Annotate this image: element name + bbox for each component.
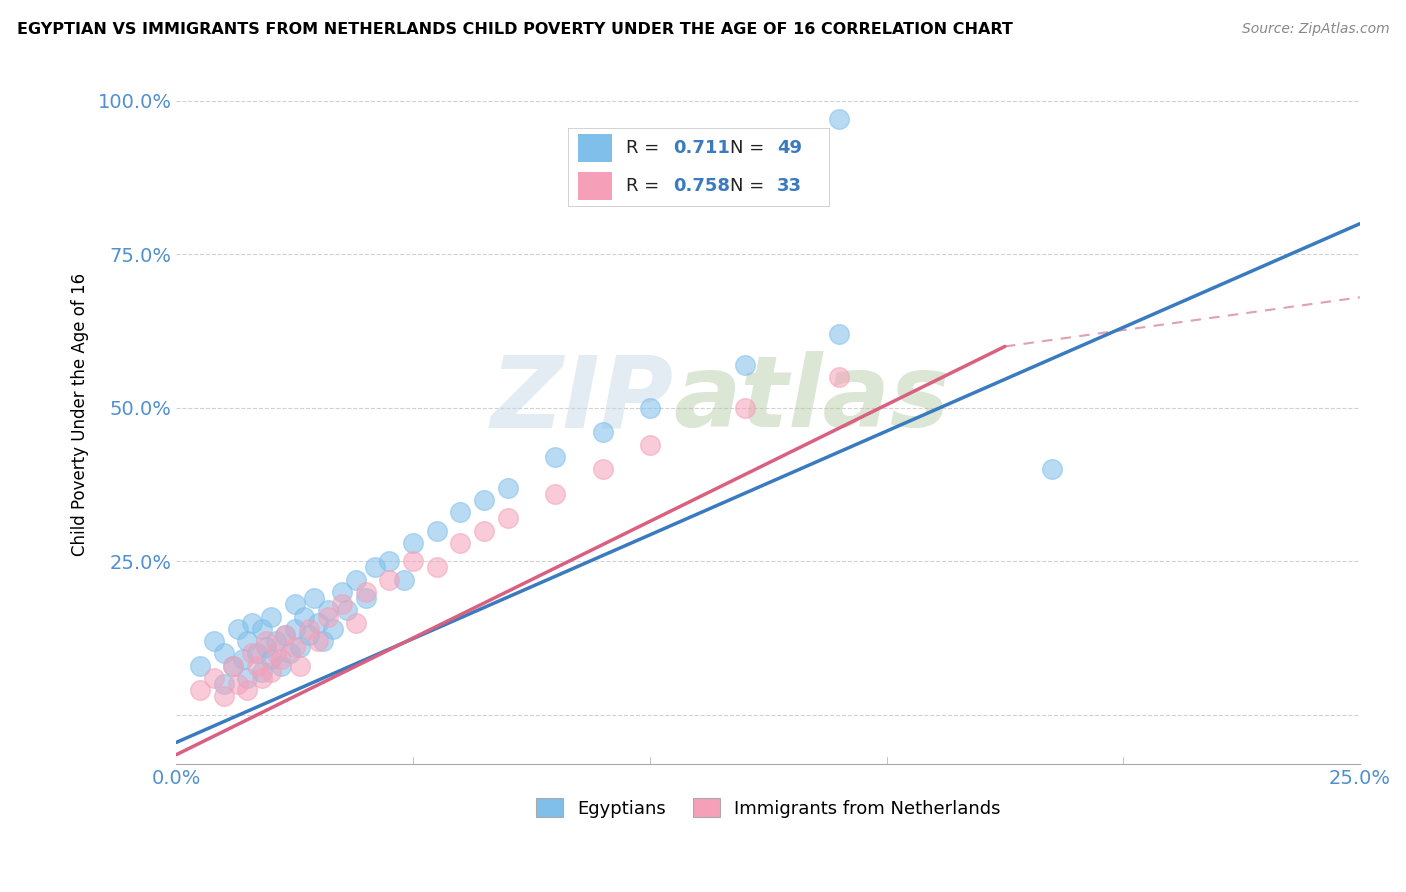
Point [292,609,315,624]
Point [1040,462,1063,476]
Point [450,505,472,519]
Point [316,603,339,617]
Point [472,524,495,538]
Point [402,536,425,550]
Point [734,401,756,415]
Point [330,585,353,599]
Point [330,597,353,611]
Point [828,112,851,127]
Point [426,524,449,538]
Point [828,327,851,342]
Text: Source: ZipAtlas.com: Source: ZipAtlas.com [1241,22,1389,37]
Point [274,628,297,642]
Point [312,634,335,648]
Point [496,481,519,495]
Point [270,658,292,673]
Point [250,665,273,679]
Y-axis label: Child Poverty Under the Age of 16: Child Poverty Under the Age of 16 [72,272,89,556]
Point [354,591,377,606]
Text: N =: N = [730,178,770,195]
Point [202,634,225,648]
Point [450,536,472,550]
Point [322,622,344,636]
Point [236,671,259,685]
Point [264,646,287,660]
Point [250,622,273,636]
Point [288,640,311,655]
Point [188,658,211,673]
Point [246,658,269,673]
Point [638,437,661,451]
Point [734,358,756,372]
Text: 49: 49 [778,139,803,157]
Point [288,658,311,673]
Point [544,487,567,501]
Point [308,615,330,630]
Point [250,671,273,685]
Text: 0.711: 0.711 [672,139,730,157]
Point [354,585,377,599]
Point [392,573,415,587]
Point [212,677,235,691]
Point [316,609,339,624]
Point [236,683,259,698]
Point [240,615,263,630]
Point [344,615,367,630]
Point [828,370,851,384]
Point [284,640,307,655]
FancyBboxPatch shape [568,128,830,207]
Point [378,554,401,568]
Point [472,492,495,507]
Point [226,677,249,691]
Text: 33: 33 [778,178,803,195]
Point [232,652,254,666]
Point [260,652,283,666]
Point [254,640,277,655]
Point [270,652,292,666]
Point [284,597,307,611]
Point [298,622,321,636]
Point [592,462,614,476]
Point [378,573,401,587]
Text: EGYPTIAN VS IMMIGRANTS FROM NETHERLANDS CHILD POVERTY UNDER THE AGE OF 16 CORREL: EGYPTIAN VS IMMIGRANTS FROM NETHERLANDS … [17,22,1012,37]
Legend: Egyptians, Immigrants from Netherlands: Egyptians, Immigrants from Netherlands [529,790,1008,825]
Text: R =: R = [626,178,665,195]
Bar [578,134,613,162]
Text: 0.758: 0.758 [672,178,730,195]
Point [344,573,367,587]
Point [302,591,325,606]
Bar [578,172,613,201]
Point [336,603,359,617]
Point [496,511,519,525]
Point [402,554,425,568]
Point [222,658,245,673]
Point [222,658,245,673]
Point [364,560,387,574]
Point [544,450,567,464]
Point [308,634,330,648]
Text: R =: R = [626,139,665,157]
Point [264,634,287,648]
Text: atlas: atlas [673,351,950,449]
Point [188,683,211,698]
Point [260,609,283,624]
Point [260,665,283,679]
Text: ZIP: ZIP [491,351,673,449]
Point [278,646,301,660]
Point [426,560,449,574]
Point [638,401,661,415]
Point [274,628,297,642]
Point [254,634,277,648]
Point [212,690,235,704]
Point [298,628,321,642]
Point [236,634,259,648]
Point [284,622,307,636]
Point [240,646,263,660]
Point [226,622,249,636]
Point [202,671,225,685]
Point [212,646,235,660]
Text: N =: N = [730,139,770,157]
Point [246,646,269,660]
Point [592,425,614,440]
